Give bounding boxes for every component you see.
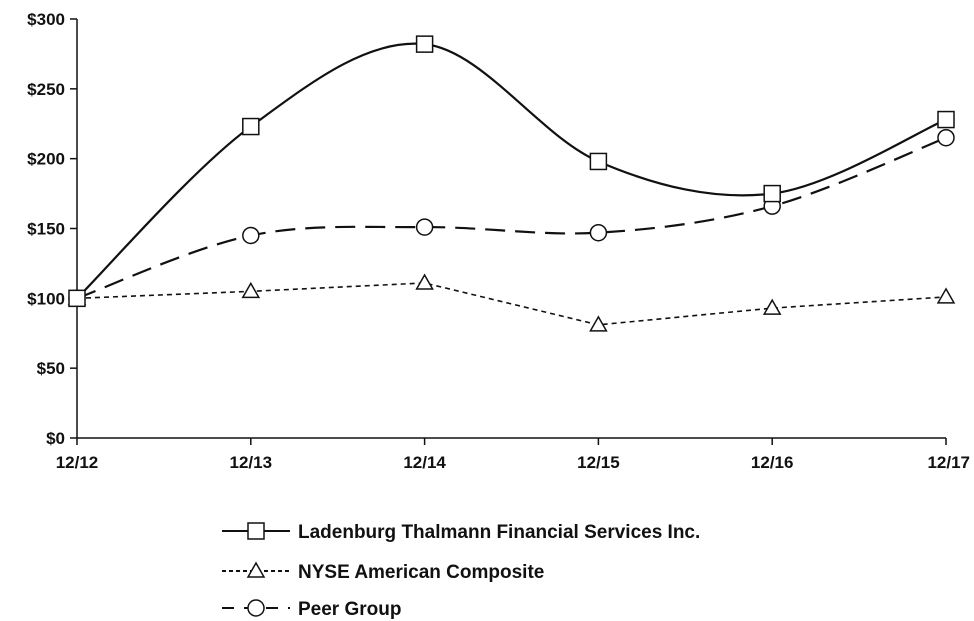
y-tick-label: $300 (27, 10, 65, 29)
series-line (76, 136, 947, 300)
x-tick-label: 12/13 (230, 453, 273, 472)
x-tick-label: 12/17 (927, 453, 970, 472)
legend-item: Ladenburg Thalmann Financial Services In… (222, 522, 700, 543)
y-tick-label: $200 (27, 150, 65, 169)
legend-square-marker (247, 522, 265, 540)
legend-triangle-marker (246, 561, 266, 578)
circle-marker (242, 226, 260, 245)
series-ladenburg-thalmann-financial-services-inc (68, 35, 955, 308)
legend-item: NYSE American Composite (222, 561, 544, 583)
legend-label: Ladenburg Thalmann Financial Services In… (298, 522, 700, 543)
series-peer-group (68, 128, 955, 308)
triangle-marker (936, 287, 956, 304)
x-tick-label: 12/16 (751, 453, 794, 472)
square-marker (68, 289, 86, 308)
y-tick-label: $100 (27, 289, 65, 308)
legend-label: Peer Group (298, 599, 401, 620)
y-tick-label: $0 (46, 429, 65, 448)
x-tick-label: 12/12 (56, 453, 99, 472)
x-axis: 12/12 12/13 12/14 12/15 12/16 12/17 (56, 437, 970, 472)
square-marker (937, 110, 955, 129)
y-axis: $0 $50 $100 $150 $200 $250 $300 (27, 10, 78, 448)
square-marker (763, 184, 781, 203)
triangle-marker (589, 315, 608, 332)
square-marker (415, 35, 434, 53)
x-tick-label: 12/14 (403, 453, 446, 472)
circle-marker (415, 218, 434, 236)
y-tick-label: $50 (37, 359, 65, 378)
triangle-marker (415, 273, 434, 290)
square-marker (242, 117, 260, 136)
series-nyse-american-composite (67, 273, 956, 332)
series-layer (67, 35, 956, 332)
series-line (76, 282, 947, 326)
triangle-marker (241, 281, 261, 299)
legend-item: Peer Group (222, 599, 401, 620)
y-tick-label: $150 (27, 220, 65, 239)
legend-circle-marker (247, 599, 265, 617)
y-tick-label: $250 (27, 80, 65, 99)
circle-marker (937, 128, 955, 147)
square-marker (589, 152, 608, 171)
circle-marker (589, 223, 608, 242)
triangle-marker (762, 298, 782, 315)
x-tick-label: 12/15 (577, 453, 620, 472)
legend: Ladenburg Thalmann Financial Services In… (222, 522, 700, 620)
legend-label: NYSE American Composite (298, 562, 544, 583)
series-line (76, 42, 947, 300)
